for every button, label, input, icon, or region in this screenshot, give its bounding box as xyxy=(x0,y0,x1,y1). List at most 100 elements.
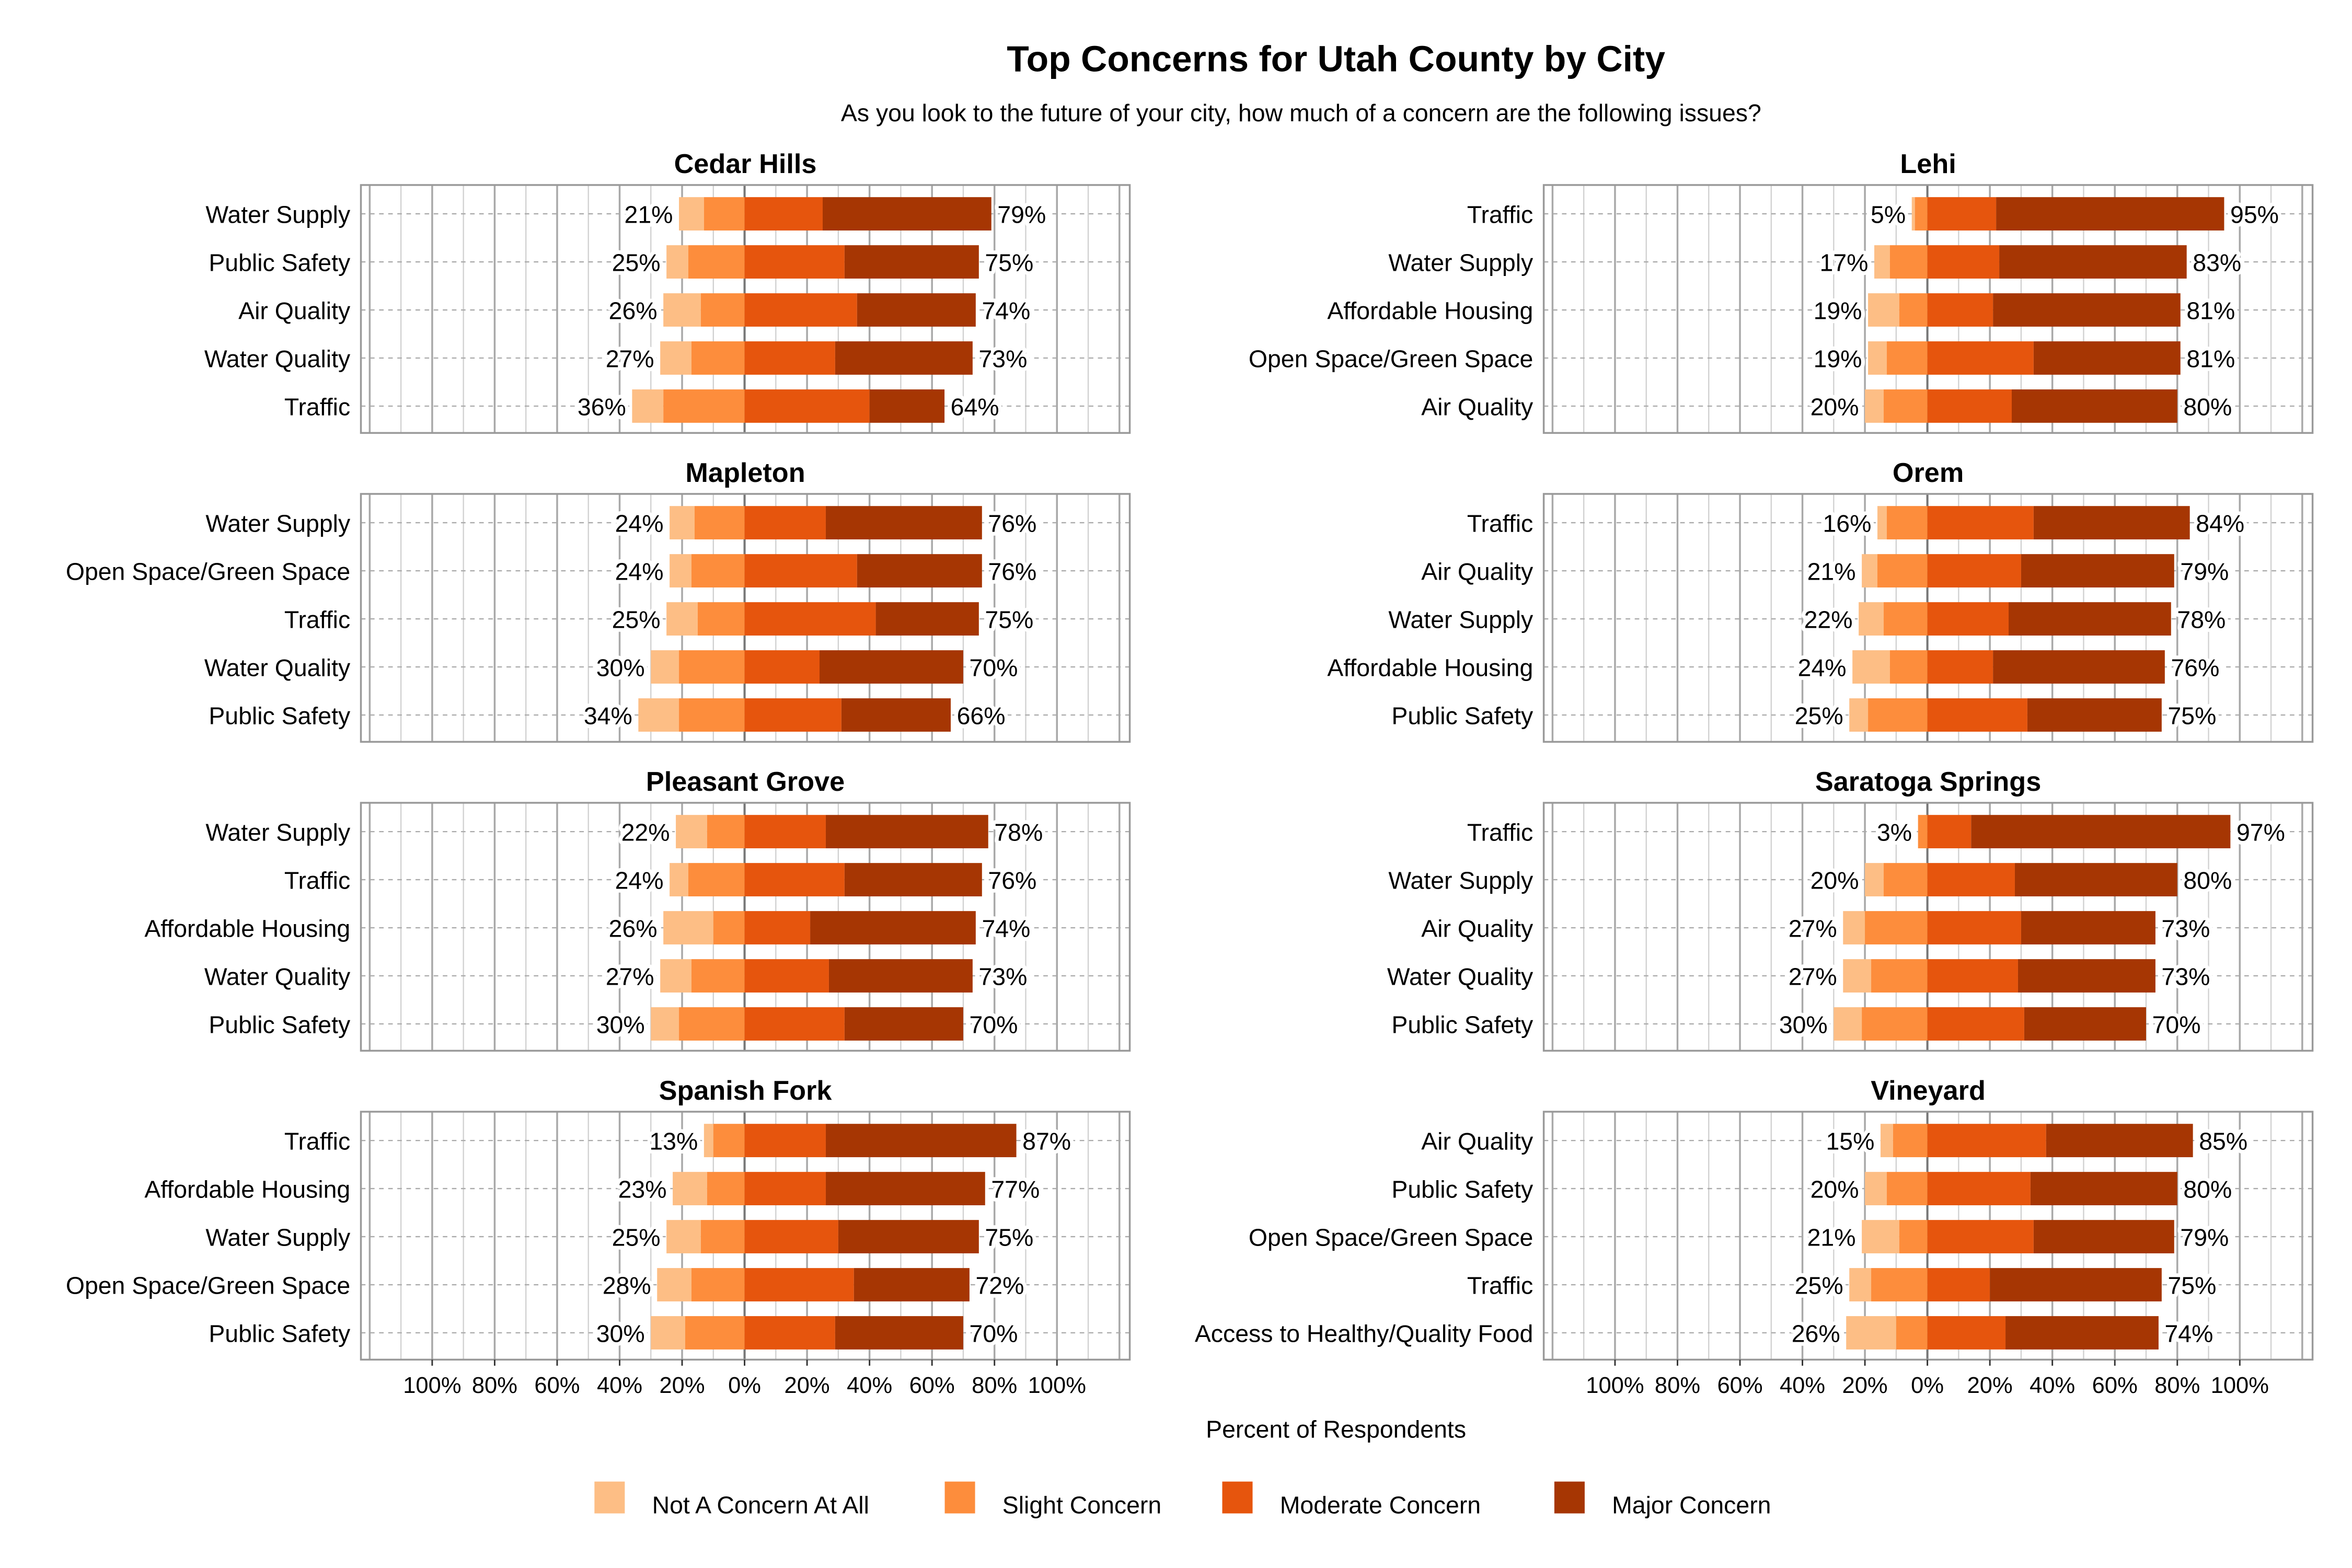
legend-item-not-a-concern: Not A Concern At All xyxy=(594,1481,869,1519)
bar-slight-concern xyxy=(1862,1007,1928,1041)
panel-vineyard: Vineyard Air Quality 15% 85% Public Safety 20… xyxy=(1195,1076,2314,1398)
right-total-label: 80% xyxy=(2183,867,2232,894)
left-total-label: 26% xyxy=(609,915,658,942)
category-label: Access to Healthy/Quality Food xyxy=(1195,1320,1533,1347)
right-total-label: 64% xyxy=(951,393,999,420)
bar-moderate-concern xyxy=(744,650,820,684)
bar-moderate-concern xyxy=(744,1124,826,1158)
bar-moderate-concern xyxy=(1927,650,1993,684)
bar-moderate-concern xyxy=(744,1172,826,1205)
bar-moderate-concern xyxy=(744,1220,838,1253)
panel-pleasant-grove: Pleasant Grove Water Supply 22% 78% Traffic 2… xyxy=(144,767,1131,1052)
bar-major-concern xyxy=(838,1220,979,1253)
category-label: Open Space/Green Space xyxy=(66,1272,350,1299)
bar-moderate-concern xyxy=(1927,698,2027,732)
bar-moderate-concern xyxy=(1927,1220,2034,1253)
x-tick-label: 0% xyxy=(728,1373,761,1398)
bar-slight-concern xyxy=(1868,698,1928,732)
bar-moderate-concern xyxy=(1927,863,2015,896)
bar-moderate-concern xyxy=(744,815,826,849)
bar-not-a-concern xyxy=(1874,245,1890,279)
bar-major-concern xyxy=(2030,1172,2177,1205)
bar-moderate-concern xyxy=(744,554,857,587)
right-total-label: 81% xyxy=(2186,345,2235,372)
right-total-label: 79% xyxy=(2180,558,2229,585)
category-label: Traffic xyxy=(284,1128,350,1155)
right-total-label: 78% xyxy=(994,819,1043,846)
bar-slight-concern xyxy=(1886,506,1928,540)
right-total-label: 75% xyxy=(985,1224,1033,1251)
bar-not-a-concern xyxy=(1843,959,1872,993)
bar-major-concern xyxy=(2027,698,2162,732)
category-label: Traffic xyxy=(1467,819,1533,846)
category-label: Affordable Housing xyxy=(144,1175,350,1203)
bar-not-a-concern xyxy=(670,506,695,540)
legend-label: Moderate Concern xyxy=(1280,1492,1481,1519)
panel-mapleton: Mapleton Water Supply 24% 76% Open Space/Gre… xyxy=(66,458,1131,743)
legend-swatch xyxy=(594,1481,625,1514)
bar-slight-concern xyxy=(1899,293,1928,327)
bar-moderate-concern xyxy=(1927,506,2034,540)
category-label: Public Safety xyxy=(209,702,351,729)
x-axis-title: Percent of Respondents xyxy=(1206,1415,1466,1443)
left-total-label: 24% xyxy=(615,867,664,894)
bar-major-concern xyxy=(835,1316,963,1350)
bar-slight-concern xyxy=(700,1220,745,1253)
bar-moderate-concern xyxy=(1927,1124,2046,1158)
bar-not-a-concern xyxy=(1865,389,1884,423)
bar-slight-concern xyxy=(694,506,745,540)
panel-frame xyxy=(360,802,1131,1052)
bar-moderate-concern xyxy=(1927,602,2009,636)
legend-label: Major Concern xyxy=(1612,1492,1771,1519)
right-total-label: 85% xyxy=(2199,1128,2247,1155)
bar-moderate-concern xyxy=(1927,341,2034,375)
bar-major-concern xyxy=(844,245,979,279)
panel-title: Pleasant Grove xyxy=(646,767,845,797)
category-label: Air Quality xyxy=(238,297,351,324)
bar-not-a-concern xyxy=(1862,1220,1899,1253)
category-label: Public Safety xyxy=(1391,702,1534,729)
bar-not-a-concern xyxy=(1911,197,1915,231)
bar-not-a-concern xyxy=(1849,1268,1872,1301)
panel-frame xyxy=(360,493,1131,743)
left-total-label: 17% xyxy=(1820,249,1869,276)
right-total-label: 70% xyxy=(2152,1011,2201,1038)
bar-moderate-concern xyxy=(1927,1316,2006,1350)
panels: Cedar Hills Water Supply 21% 79% Public Safe… xyxy=(66,149,2314,1398)
bar-not-a-concern xyxy=(663,911,713,944)
bar-slight-concern xyxy=(688,863,745,896)
bar-major-concern xyxy=(810,911,976,944)
category-label: Affordable Housing xyxy=(1327,297,1533,324)
panel-orem: Orem Traffic 16% 84% Air Quality 21% 79% Water … xyxy=(1327,458,2314,743)
left-total-label: 25% xyxy=(1795,1272,1843,1299)
bar-slight-concern xyxy=(691,959,745,993)
bar-moderate-concern xyxy=(744,602,876,636)
left-total-label: 25% xyxy=(612,606,661,633)
legend-item-slight-concern: Slight Concern xyxy=(944,1481,1161,1519)
bar-not-a-concern xyxy=(1852,650,1890,684)
bar-major-concern xyxy=(820,650,963,684)
bar-not-a-concern xyxy=(670,554,691,587)
category-label: Traffic xyxy=(284,606,350,633)
category-label: Public Safety xyxy=(209,249,351,276)
bar-major-concern xyxy=(857,293,976,327)
left-total-label: 21% xyxy=(1807,1224,1856,1251)
left-total-label: 24% xyxy=(615,558,664,585)
x-tick-label: 100% xyxy=(2211,1373,2269,1398)
bar-moderate-concern xyxy=(1927,197,1997,231)
x-tick-label: 60% xyxy=(909,1373,955,1398)
category-label: Water Quality xyxy=(204,654,351,681)
left-total-label: 19% xyxy=(1814,297,1862,324)
chart-title: Top Concerns for Utah County by City xyxy=(1007,38,1665,79)
bar-slight-concern xyxy=(1896,1316,1928,1350)
bar-not-a-concern xyxy=(704,1124,713,1158)
left-total-label: 27% xyxy=(606,963,654,990)
bar-not-a-concern xyxy=(1849,698,1869,732)
bar-major-concern xyxy=(2033,341,2181,375)
bar-moderate-concern xyxy=(744,698,841,732)
bar-major-concern xyxy=(844,863,982,896)
bar-slight-concern xyxy=(1865,911,1928,944)
x-tick-label: 80% xyxy=(972,1373,1017,1398)
right-total-label: 78% xyxy=(2177,606,2226,633)
bar-moderate-concern xyxy=(744,293,857,327)
